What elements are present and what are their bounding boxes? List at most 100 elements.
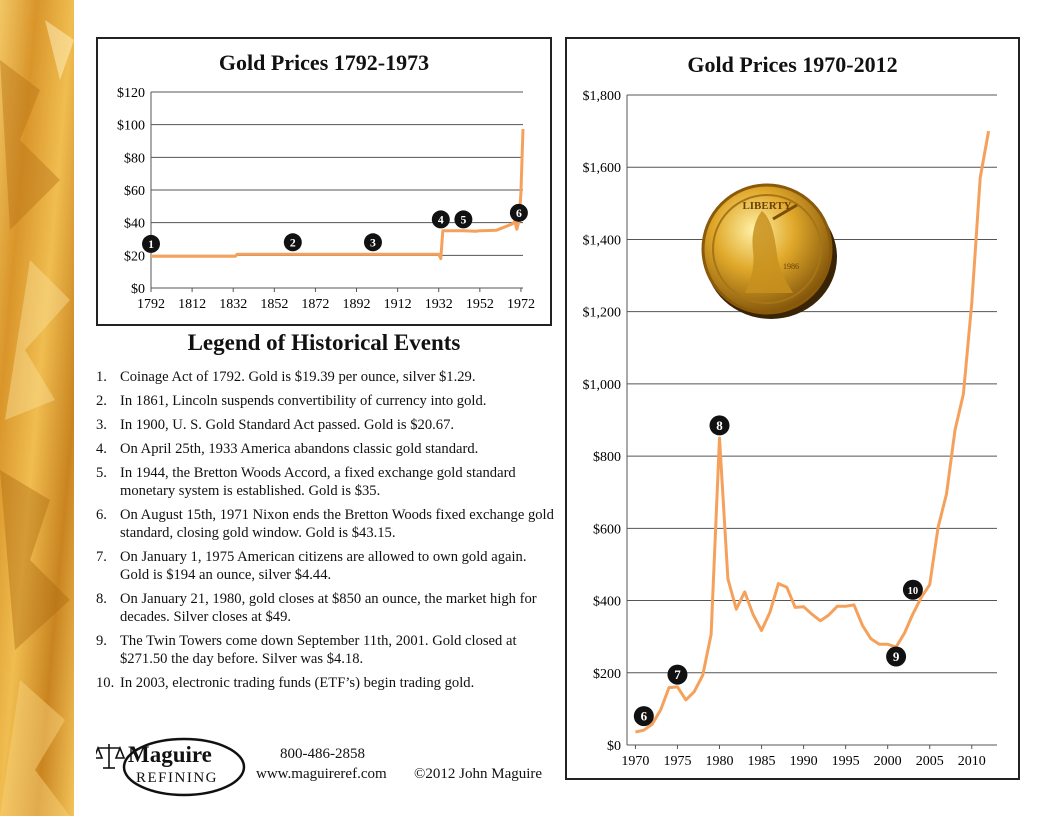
left-line-chart: $0 $20 $40 $60 $80 $100 $120 1792 1812 1832 1852 18…	[117, 86, 535, 312]
x-tick-label: 2005	[916, 754, 944, 769]
right-chart-panel: Gold Prices 1970-2012 $0 $200 $400 $600 $800…	[565, 37, 1020, 780]
x-tick-label: 1872	[301, 297, 329, 312]
event-marker	[633, 706, 654, 727]
x-tick-label: 1970	[621, 754, 649, 769]
y-tick-label: $1,200	[583, 306, 622, 321]
event-item: 6. On August 15th, 1971 Nixon ends the Br…	[96, 506, 556, 542]
x-tick-label: 1975	[663, 754, 691, 769]
event-marker-label: 3	[370, 236, 376, 249]
event-marker-label: 6	[641, 709, 648, 724]
event-marker	[902, 579, 923, 600]
event-marker-label: 6	[516, 207, 522, 220]
x-tick-label: 1932	[425, 297, 453, 312]
event-item: 5. In 1944, the Bretton Woods Accord, a f…	[96, 464, 556, 500]
y-tick-label: $800	[593, 450, 621, 465]
y-tick-label: $1,400	[583, 233, 622, 248]
y-tick-label: $1,600	[583, 161, 622, 176]
website-link[interactable]: www.maguireref.com	[256, 766, 387, 782]
event-text: In 1861, Lincoln suspends convertibility…	[120, 393, 487, 409]
event-item: 3. In 1900, U. S. Gold Standard Act passe…	[96, 416, 556, 434]
event-text: On January 1, 1975 American citizens are…	[120, 549, 527, 583]
event-item: 4. On April 25th, 1933 America abandons c…	[96, 440, 556, 458]
maguire-refining-logo: Maguire REFINING	[96, 737, 246, 797]
event-text: On August 15th, 1971 Nixon ends the Bret…	[120, 507, 554, 541]
x-tick-label: 1812	[178, 297, 206, 312]
event-number: 7.	[96, 549, 107, 565]
event-text: Coinage Act of 1792. Gold is $19.39 per …	[120, 369, 476, 385]
x-tick-label: 1912	[384, 297, 412, 312]
event-text: On April 25th, 1933 America abandons cla…	[120, 441, 479, 457]
event-marker-label: 4	[438, 213, 444, 226]
event-item: 9. The Twin Towers come down September 11…	[96, 632, 556, 668]
event-number: 2.	[96, 393, 107, 409]
event-marker	[142, 234, 160, 253]
y-tick-label: $600	[593, 522, 621, 537]
event-number: 5.	[96, 465, 107, 481]
event-marker	[283, 233, 302, 252]
event-marker-label: 9	[893, 649, 900, 664]
right-line-chart: $0 $200 $400 $600 $800 $1,000 $1,200 $1,400 $1,6…	[583, 89, 997, 769]
gold-coin-image: LIBERTY 1986	[701, 183, 837, 319]
x-tick-label: 1985	[748, 754, 776, 769]
event-marker	[363, 233, 382, 252]
event-marker-label: 8	[716, 418, 723, 433]
event-number: 1.	[96, 369, 107, 385]
event-marker	[886, 646, 907, 667]
left-chart-panel: Gold Prices 1792-1973 $0 $20 $40 $60 $80 $100…	[96, 37, 552, 326]
x-tick-label: 2010	[958, 754, 986, 769]
event-item: 10. In 2003, electronic trading funds (ET…	[96, 674, 556, 692]
coin-liberty-text: LIBERTY	[742, 200, 791, 212]
event-text: On January 21, 1980, gold closes at $850…	[120, 591, 537, 625]
event-number: 9.	[96, 633, 107, 649]
price-series-line	[151, 129, 525, 261]
x-tick-label: 1832	[219, 297, 247, 312]
gold-decorative-strip	[0, 0, 74, 816]
x-tick-label: 1852	[260, 297, 288, 312]
scales-icon	[96, 744, 126, 769]
event-text: In 1944, the Bretton Woods Accord, a fix…	[120, 465, 516, 499]
y-tick-label: $80	[124, 151, 145, 166]
event-marker-label: 5	[460, 213, 466, 226]
event-number: 6.	[96, 507, 107, 523]
event-marker	[709, 415, 730, 436]
x-tick-label: 1892	[343, 297, 371, 312]
x-tick-label: 1995	[832, 754, 860, 769]
event-text: In 2003, electronic trading funds (ETF’s…	[120, 675, 475, 691]
logo-name-text: Maguire	[128, 742, 212, 767]
phone-number: 800-486-2858	[280, 746, 365, 762]
coin-year-text: 1986	[783, 262, 799, 271]
x-tick-label: 1990	[790, 754, 818, 769]
copyright-text: ©2012 John Maguire	[414, 766, 543, 782]
event-marker	[667, 664, 688, 685]
y-tick-label: $1,800	[583, 89, 622, 104]
event-item: 1. Coinage Act of 1792. Gold is $19.39 pe…	[96, 368, 556, 386]
y-tick-label: $1,000	[583, 378, 622, 393]
y-tick-label: $60	[124, 184, 145, 199]
legend-title: Legend of Historical Events	[187, 330, 461, 355]
event-marker	[431, 210, 450, 229]
right-chart-title: Gold Prices 1970-2012	[687, 52, 898, 77]
y-tick-label: $0	[607, 739, 621, 754]
y-tick-label: $100	[117, 119, 145, 134]
y-tick-label: $200	[593, 667, 621, 682]
event-text: In 1900, U. S. Gold Standard Act passed.…	[120, 417, 455, 433]
price-series-line	[635, 130, 991, 734]
x-tick-label: 1952	[466, 297, 494, 312]
x-tick-label: 2000	[874, 754, 902, 769]
y-tick-label: $120	[117, 86, 145, 101]
left-chart-title: Gold Prices 1792-1973	[218, 50, 430, 75]
y-tick-label: $400	[593, 595, 621, 610]
x-tick-label: 1972	[507, 297, 535, 312]
event-number: 8.	[96, 591, 107, 607]
event-text: The Twin Towers come down September 11th…	[120, 633, 517, 667]
y-tick-label: $0	[131, 282, 145, 297]
y-tick-label: $40	[124, 217, 145, 232]
event-item: 8. On January 21, 1980, gold closes at $8…	[96, 590, 556, 626]
event-item: 2. In 1861, Lincoln suspends convertibili…	[96, 392, 556, 410]
event-number: 10.	[96, 675, 115, 691]
event-marker	[509, 203, 528, 222]
x-tick-label: 1792	[137, 297, 165, 312]
event-marker-label: 10	[908, 586, 919, 597]
event-number: 4.	[96, 441, 107, 457]
logo-sub-text: REFINING	[136, 770, 218, 786]
